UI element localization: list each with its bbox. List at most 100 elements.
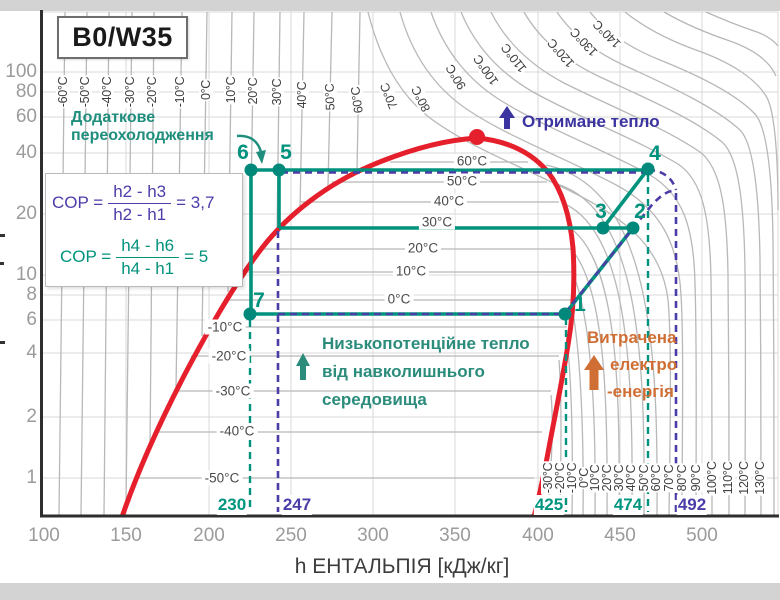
cop-lhs: COP =	[52, 193, 104, 212]
cycle-point-label-2: 2	[634, 200, 646, 223]
y-axis-title-fragment	[0, 234, 5, 237]
isotherm-label-top: -30°C	[123, 75, 137, 109]
y-axis-title-fragment	[0, 341, 5, 344]
x-tick-label: 250	[275, 525, 307, 546]
annotation-heat_in: Низькопотенційне тепло від навколишнього с…	[322, 334, 530, 409]
x-tick-label: 300	[357, 525, 389, 546]
cop-result: = 5	[184, 247, 209, 266]
cop-formula-2: COP = h4 - h6 h4 - h1 = 5	[46, 236, 242, 278]
cycle-point-label-7: 7	[253, 289, 265, 312]
heat-out-arrow-icon	[499, 106, 515, 129]
cycle-point-label-1: 1	[574, 293, 586, 316]
cop-lhs: COP =	[60, 247, 112, 266]
cycle-lines	[243, 162, 678, 512]
isotherm-label-top: 10°C	[224, 75, 238, 105]
annotation-subcooling: Додаткове переохолодження	[71, 109, 214, 144]
enthalpy-value-label: 425	[533, 495, 565, 515]
isotherm-label-bottom: 60°C	[649, 463, 663, 493]
isotherm-label-top: 40°C	[295, 80, 309, 110]
bottom-border-band	[0, 583, 780, 600]
isotherm-label-inside: 0°C	[384, 291, 414, 307]
enthalpy-value-label: 247	[281, 495, 313, 515]
cycle-point-7	[243, 307, 257, 321]
enthalpy-value-label: 492	[676, 495, 708, 515]
isotherm-label-inside: 10°C	[392, 263, 430, 279]
isotherm-label-top: 50°C	[322, 82, 338, 112]
critical-point-dot	[469, 129, 485, 145]
y-tick-label: 6	[26, 309, 37, 330]
isotherm-label-top: -40°C	[100, 75, 114, 109]
isotherm-label-bottom: 100°C	[705, 460, 719, 496]
cycle-point-2	[626, 221, 640, 235]
cop-denominator: h4 - h1	[121, 258, 175, 278]
x-tick-label: 200	[193, 525, 225, 546]
isotherm-label-bottom: 90°C	[689, 463, 703, 493]
cycle-point-label-6: 6	[237, 141, 249, 164]
y-tick-label: 100	[5, 61, 37, 82]
cycle-point-3	[596, 221, 610, 235]
annotation-electric: Витрачена електро -енергія	[587, 328, 678, 401]
cycle-point-label-5: 5	[280, 141, 292, 164]
isotherm-label-top: 20°C	[246, 76, 260, 106]
arrows	[236, 106, 604, 390]
isotherm-label-top: 30°C	[270, 77, 284, 107]
isotherm-label-bottom: 110°C	[721, 460, 735, 496]
isotherm-label-bottom: 40°C	[624, 463, 638, 493]
operating-point-label: B0/W35	[72, 22, 173, 52]
x-tick-label: 150	[110, 525, 142, 546]
y-tick-label: 1	[26, 467, 37, 488]
operating-point-box: B0/W35	[57, 16, 188, 59]
y-tick-label: 2	[26, 406, 37, 427]
axis-frame	[0, 10, 779, 518]
x-tick-label: 450	[604, 525, 636, 546]
isotherm-label-inside: -20°C	[208, 348, 250, 364]
x-tick-label: 400	[522, 525, 554, 546]
cycle-point-5	[272, 163, 286, 177]
isotherm-label-inside: 50°C	[443, 173, 481, 189]
y-tick-label: 80	[15, 81, 37, 102]
isotherm-label-top: -50°C	[78, 75, 92, 109]
enthalpy-value-label: 230	[216, 495, 248, 515]
isotherm-label-inside: 20°C	[404, 240, 442, 256]
x-tick-label: 100	[28, 525, 60, 546]
x-axis-title: h ЕНТАЛЬПІЯ [кДж/кг]	[294, 555, 510, 578]
cycle-point-1	[558, 307, 572, 321]
isotherm-label-top: -20°C	[145, 75, 159, 109]
cycle-point-label-3: 3	[595, 200, 607, 223]
isotherm-label-inside: -30°C	[212, 383, 254, 399]
isotherm-label-inside: 40°C	[430, 193, 468, 209]
y-tick-label: 60	[15, 106, 37, 127]
cop-result: = 3,7	[176, 193, 215, 212]
isotherm-label-inside: -10°C	[204, 319, 246, 335]
cop-formula-1: COP = h2 - h3 h2 - h1 = 3,7	[46, 182, 242, 224]
isotherm-label-bottom: 130°C	[753, 460, 767, 496]
isotherm-label-top: -60°C	[56, 75, 70, 109]
isotherm-label-inside: 30°C	[418, 214, 456, 230]
isotherm-label-inside: 60°C	[453, 153, 491, 169]
cop-denominator: h2 - h1	[113, 204, 167, 224]
cycle-point-4	[641, 162, 655, 176]
isotherm-label-inside: -50°C	[201, 470, 243, 486]
isotherm-label-inside: -40°C	[216, 423, 258, 439]
cop-fraction: h4 - h6 h4 - h1	[116, 236, 180, 278]
cop-formula-box: COP = h2 - h3 h2 - h1 = 3,7 COP = h4 - h6 h4 -…	[45, 173, 243, 287]
isotherm-label-bottom: 80°C	[675, 463, 689, 493]
x-tick-label: 500	[686, 525, 718, 546]
cycle-point-label-4: 4	[649, 142, 661, 165]
isotherm-label-bottom: 70°C	[662, 463, 676, 493]
top-border-band	[0, 0, 780, 11]
cycle-point-6	[244, 163, 258, 177]
isotherm-label-top: -10°C	[173, 75, 187, 109]
heat-in-arrow-icon	[296, 353, 310, 380]
saturation-dome	[119, 129, 577, 518]
isotherm-label-top: 0°C	[199, 78, 213, 102]
annotation-heat_out: Отримане тепло	[522, 112, 660, 131]
isotherm-label-bottom: 120°C	[737, 460, 751, 496]
y-tick-label: 8	[26, 284, 37, 305]
cop-fraction: h2 - h3 h2 - h1	[108, 182, 172, 224]
y-tick-label: 20	[15, 203, 37, 224]
subcooling-curved-arrow-icon	[236, 134, 266, 164]
cop-numerator: h4 - h6	[116, 236, 180, 258]
